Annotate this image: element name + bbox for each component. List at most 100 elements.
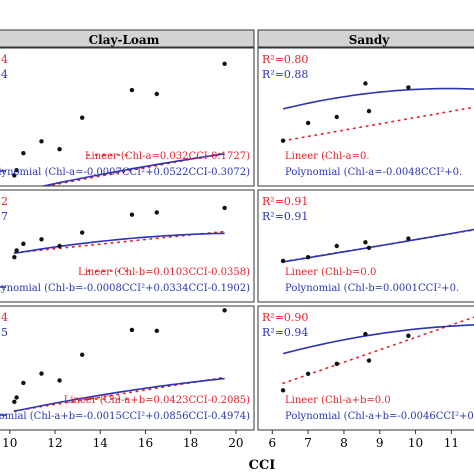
plot-area	[12, 308, 227, 412]
data-point	[406, 85, 411, 90]
data-point	[222, 205, 227, 211]
data-point	[39, 371, 44, 376]
x-tick-label: 11	[444, 436, 459, 450]
data-point	[79, 115, 85, 120]
poly-fit-label: Polynomial (Chl-a=-0.0007CCI²+0.0522CCI-…	[0, 167, 250, 178]
data-point	[366, 108, 372, 114]
panel-frame	[0, 189, 255, 303]
data-point	[12, 173, 17, 178]
data-point	[334, 243, 339, 249]
panel: R²=0.80 R²=0.88 Lineer (Chl-a=0. Polynomial…	[257, 47, 474, 187]
x-tick-label: 18	[183, 436, 198, 450]
data-point	[57, 147, 62, 152]
data-point	[12, 399, 17, 404]
r2-poly-label: 4	[1, 68, 8, 81]
data-point	[154, 91, 159, 97]
data-point	[363, 81, 368, 86]
data-point	[12, 255, 17, 260]
panel-frame	[0, 305, 255, 431]
column-title: Sandy	[349, 33, 391, 47]
plot-area	[280, 81, 474, 143]
column-strip	[257, 29, 474, 48]
data-point	[129, 212, 135, 217]
plot-area	[12, 61, 227, 186]
data-point	[222, 308, 227, 313]
data-point	[21, 241, 26, 246]
poly-fit-line	[39, 153, 225, 186]
poly-fit-label: Polynomial (Chl-b=-0.0008CCI²+0.0334CCI-…	[0, 283, 250, 294]
r2-linear-label: R²=0.80	[262, 53, 308, 66]
panel-frame	[257, 189, 474, 303]
x-tick-label: 14	[93, 436, 109, 450]
data-point	[334, 361, 339, 367]
x-tick-label: 7	[304, 436, 312, 450]
x-tick-label: 10	[2, 436, 17, 450]
panel: R²=0.90 R²=0.94 Lineer (Chl-a+b=0.0 Polynom…	[257, 305, 474, 431]
plot-area	[280, 316, 474, 393]
r2-poly-label: R²=0.91	[262, 210, 308, 223]
x-tick-label: 10	[408, 436, 423, 450]
x-tick-label: 20	[228, 436, 243, 450]
poly-fit-line	[282, 324, 474, 355]
panel: 4 4 Lineer (Chl-a=0.032CCI-0.1727) Polynomi…	[0, 47, 255, 187]
x-tick-label: 16	[138, 436, 153, 450]
data-point	[280, 258, 286, 264]
x-tick-label: 8	[340, 436, 348, 450]
poly-fit-line	[282, 228, 474, 263]
data-point	[14, 168, 19, 173]
linear-fit-label: Lineer (Chl-a+b=0.0	[285, 395, 391, 406]
data-point	[14, 395, 19, 400]
r2-linear-label: 4	[1, 53, 8, 66]
linear-fit-line	[282, 106, 474, 142]
linear-fit-label: Lineer (Chl-a=0.032CCI-0.1727)	[85, 151, 250, 162]
linear-fit-label: Lineer (Chl-a=0.	[285, 151, 370, 162]
column-title: Clay-Loam	[89, 33, 160, 47]
data-point	[79, 352, 85, 357]
linear-fit-label: Lineer (Chl-b=0.0	[285, 267, 376, 278]
x-axis-label: CCI	[249, 458, 276, 473]
plot-area	[12, 205, 227, 260]
linear-fit-label: Lineer (Chl-b=0.0103CCI-0.0358)	[78, 267, 250, 278]
plot-area	[280, 228, 474, 264]
poly-fit-label: Polynomial (Chl-b=0.0001CCI²+0.	[285, 283, 459, 294]
data-point	[305, 255, 311, 260]
data-point	[305, 371, 311, 376]
data-point	[39, 237, 44, 242]
panel: R²=0.91 R²=0.91 Lineer (Chl-b=0.0 Polynomia…	[257, 189, 474, 303]
data-point	[222, 61, 227, 66]
data-point	[57, 378, 62, 383]
x-tick-label: 6	[269, 436, 277, 450]
data-point	[280, 138, 286, 143]
panel: 4 5 Lineer (Chl-a+b=0.0423CCI-0.2085) Polyn…	[0, 305, 255, 431]
data-point	[406, 333, 411, 338]
data-point	[154, 210, 159, 215]
panel-frame	[0, 47, 255, 187]
r2-linear-label: 2	[1, 195, 8, 208]
r2-linear-label: 4	[1, 311, 8, 324]
data-point	[21, 150, 26, 156]
data-point	[406, 236, 411, 241]
data-point	[366, 245, 372, 251]
data-point	[129, 87, 135, 93]
r2-linear-label: R²=0.90	[262, 311, 308, 324]
r2-poly-label: 5	[1, 326, 8, 339]
data-point	[14, 248, 19, 253]
data-point	[334, 114, 339, 120]
poly-fit-line	[14, 377, 225, 412]
data-point	[363, 240, 368, 245]
r2-linear-label: R²=0.91	[262, 195, 308, 208]
poly-fit-label: Polynomial (Chl-a=-0.0048CCI²+0.	[285, 167, 462, 178]
column-strip	[0, 29, 255, 48]
panel: 2 7 Lineer (Chl-b=0.0103CCI-0.0358) Polynom…	[0, 189, 255, 303]
data-point	[57, 243, 62, 249]
poly-fit-line	[282, 87, 474, 110]
data-point	[39, 139, 44, 144]
data-point	[366, 358, 372, 363]
linear-fit-line	[282, 316, 474, 385]
poly-fit-label: Polynomial (Chl-a+b=-0.0046CCI²+0.	[285, 411, 474, 422]
data-point	[305, 120, 311, 126]
data-point	[363, 331, 368, 337]
poly-fit-line	[14, 232, 225, 255]
r2-poly-label: 7	[1, 210, 8, 223]
